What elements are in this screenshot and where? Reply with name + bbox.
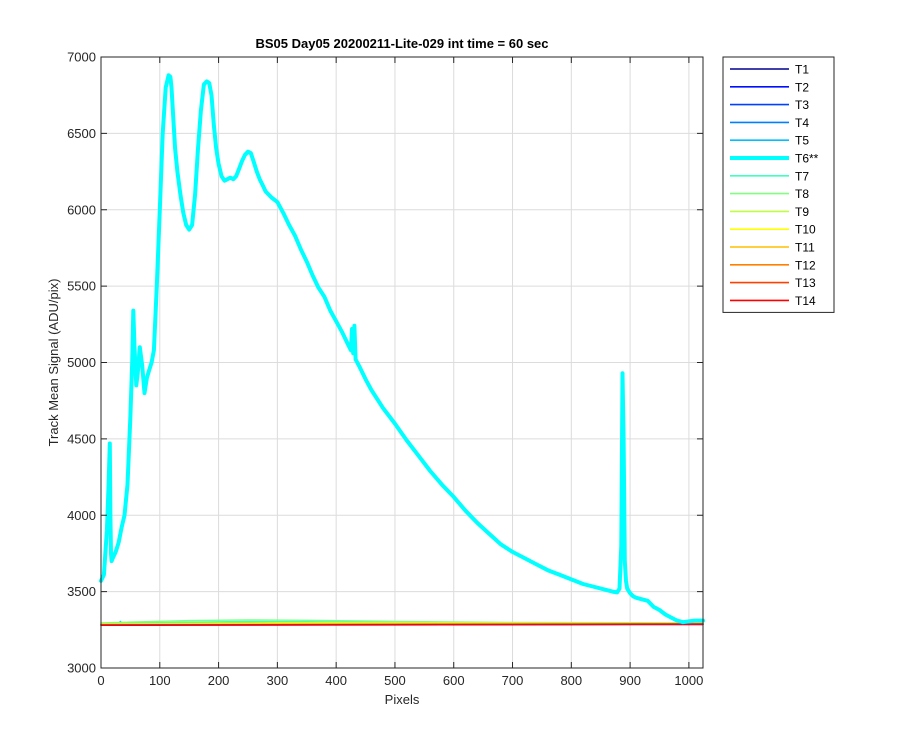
legend-label-t9: T9 xyxy=(795,205,809,219)
chart-title: BS05 Day05 20200211-Lite-029 int time = … xyxy=(255,36,548,51)
x-tick-label: 100 xyxy=(149,673,171,688)
legend-label-t3: T3 xyxy=(795,98,809,112)
series-line-t6 xyxy=(99,73,705,625)
ticks: 0 100 200 300 400 500 600 700 800 900 1000 3000 3500… xyxy=(67,50,703,689)
legend: T1 T2 T3 T4 T5 T6** T7 T8 T9 T10 T11 T12 T13 T14 xyxy=(722,56,835,313)
legend-label-t12: T12 xyxy=(795,258,816,272)
legend-label-t6: T6** xyxy=(795,152,819,166)
legend-label-t14: T14 xyxy=(795,294,816,308)
series-line-t14 xyxy=(100,623,704,626)
series-layer xyxy=(99,73,705,626)
x-tick-label: 400 xyxy=(325,673,347,688)
x-tick-label: 900 xyxy=(619,673,641,688)
x-axis-label: Pixels xyxy=(385,692,420,707)
legend-label-t7: T7 xyxy=(795,169,809,183)
grid xyxy=(101,57,703,668)
y-tick-label: 5000 xyxy=(67,355,96,370)
y-tick-label: 5500 xyxy=(67,279,96,294)
y-tick-label: 4500 xyxy=(67,431,96,446)
x-tick-label: 1000 xyxy=(674,673,703,688)
y-tick-label: 3000 xyxy=(67,661,96,676)
y-axis-label: Track Mean Signal (ADU/pix) xyxy=(46,279,61,447)
x-tick-label: 700 xyxy=(502,673,524,688)
legend-label-t4: T4 xyxy=(795,116,809,130)
x-tick-label: 300 xyxy=(267,673,289,688)
x-tick-label: 600 xyxy=(443,673,465,688)
y-tick-label: 3500 xyxy=(67,584,96,599)
legend-label-t8: T8 xyxy=(795,187,809,201)
legend-label-t2: T2 xyxy=(795,80,809,94)
y-tick-label: 6000 xyxy=(67,202,96,217)
legend-label-t5: T5 xyxy=(795,134,809,148)
y-tick-label: 4000 xyxy=(67,508,96,523)
legend-label-t13: T13 xyxy=(795,276,816,290)
plot-area: 0 100 200 300 400 500 600 700 800 900 1000 3000 3500… xyxy=(67,50,705,689)
x-tick-label: 500 xyxy=(384,673,406,688)
legend-box xyxy=(722,56,835,313)
y-tick-label: 6500 xyxy=(67,126,96,141)
y-tick-label: 7000 xyxy=(67,50,96,65)
legend-label-t10: T10 xyxy=(795,223,816,237)
x-tick-label: 200 xyxy=(208,673,230,688)
legend-label-t1: T1 xyxy=(795,63,809,77)
legend-label-t11: T11 xyxy=(795,241,815,255)
x-tick-label: 800 xyxy=(560,673,582,688)
x-tick-label: 0 xyxy=(97,673,104,688)
